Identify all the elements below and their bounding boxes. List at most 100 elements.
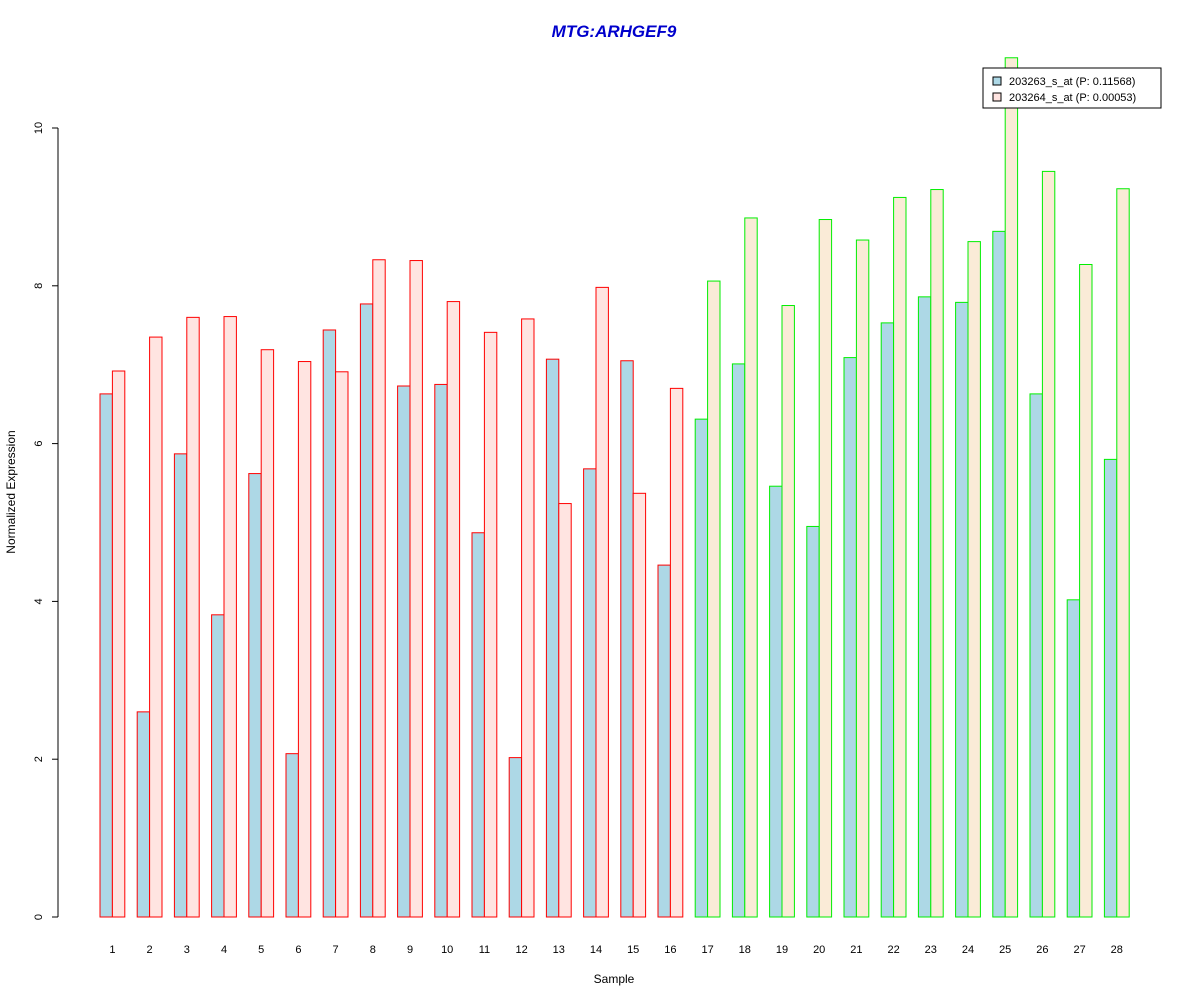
bar-series1-sample-22	[880, 322, 895, 918]
bar-series1-sample-14	[583, 468, 597, 918]
x-tick-label: 20	[813, 944, 825, 956]
bar-series1-sample-11	[471, 532, 485, 918]
bar-series1-sample-13	[545, 358, 560, 918]
bar-series1-sample-5	[248, 473, 262, 918]
chart-title: MTG:ARHGEF9	[552, 22, 677, 41]
bar-series1-sample-12	[508, 757, 523, 918]
bar-series1-sample-6	[285, 753, 299, 918]
bar-series1-sample-26	[1029, 393, 1043, 918]
legend-label: 203264_s_at (P: 0.00053)	[1009, 92, 1136, 104]
x-axis-label: Sample	[594, 972, 635, 986]
x-tick-label: 18	[739, 944, 751, 956]
bar-series1-sample-27	[1066, 599, 1081, 918]
x-tick-label: 7	[333, 944, 339, 956]
x-tick-label: 15	[627, 944, 639, 956]
legend-box	[982, 67, 1162, 109]
x-axis-tick-labels: 1 2 3 4 5 6 7 8 9 10 11 12 13 14 15 16 17 18 19 20 21 22 23 24 2…	[109, 944, 1123, 956]
x-tick-label: 12	[515, 944, 527, 956]
bar-series2-sample-13	[558, 503, 572, 918]
x-tick-label: 14	[590, 944, 602, 956]
bar-series1-sample-21	[843, 357, 857, 918]
y-tick-label: 10	[33, 122, 45, 134]
x-tick-label: 24	[962, 944, 974, 956]
x-tick-label: 9	[407, 944, 413, 956]
x-tick-label: 28	[1111, 944, 1123, 956]
x-tick-label: 4	[221, 944, 227, 956]
x-tick-label: 21	[850, 944, 862, 956]
x-tick-label: 1	[109, 944, 115, 956]
bar-series2-sample-8	[372, 259, 386, 918]
x-tick-label: 2	[147, 944, 153, 956]
bar-series1-sample-9	[397, 385, 411, 918]
x-tick-label: 6	[295, 944, 301, 956]
bar-series1-sample-17	[694, 418, 709, 918]
bar-series2-sample-26	[1041, 170, 1056, 918]
bar-series2-sample-7	[335, 371, 349, 918]
bar-series1-sample-15	[620, 360, 634, 918]
bar-series1-sample-23	[917, 296, 932, 918]
x-tick-label: 17	[701, 944, 713, 956]
x-tick-label: 26	[1036, 944, 1048, 956]
bar-series2-sample-11	[483, 331, 498, 918]
bar-series1-sample-24	[955, 301, 969, 918]
y-tick-label: 6	[33, 441, 45, 447]
y-axis: 0 2 4 6 8 10	[33, 122, 59, 920]
x-tick-label: 22	[887, 944, 899, 956]
bar-series2-sample-17	[707, 280, 721, 918]
legend: 203263_s_at (P: 0.11568) 203264_s_at (P: …	[982, 67, 1162, 109]
bar-series2-sample-18	[744, 217, 758, 918]
bar-series1-sample-28	[1103, 458, 1118, 918]
x-tick-label: 3	[184, 944, 190, 956]
bar-series1-sample-4	[211, 614, 225, 918]
bar-series2-sample-3	[186, 316, 200, 918]
x-tick-label: 23	[925, 944, 937, 956]
bar-series1-sample-18	[731, 363, 746, 918]
y-tick-label: 2	[33, 756, 45, 762]
x-tick-label: 19	[776, 944, 788, 956]
bar-series2-sample-19	[781, 305, 795, 918]
legend-swatch	[992, 92, 1002, 102]
x-tick-label: 8	[370, 944, 376, 956]
bar-series1-sample-16	[657, 564, 671, 918]
bar-series2-sample-2	[149, 336, 163, 918]
bar-series2-sample-14	[595, 286, 609, 918]
legend-label: 203263_s_at (P: 0.11568)	[1009, 76, 1135, 88]
bar-series2-sample-21	[855, 239, 870, 918]
bar-series1-sample-10	[434, 383, 448, 918]
bar-series1-sample-20	[806, 525, 820, 918]
bar-series2-sample-25	[1004, 57, 1019, 918]
bar-series2-sample-9	[409, 260, 423, 918]
bar-series2-sample-4	[223, 316, 237, 918]
bar-series2-sample-27	[1079, 263, 1093, 918]
bar-series2-sample-10	[446, 301, 461, 918]
bar-series2-sample-22	[893, 196, 907, 918]
bar-series1-sample-2	[136, 711, 151, 918]
bar-series1-sample-25	[992, 230, 1006, 918]
bar-series1-sample-19	[769, 485, 783, 918]
x-tick-label: 5	[258, 944, 264, 956]
bar-series2-sample-23	[930, 189, 944, 918]
bar-series2-sample-6	[297, 361, 312, 918]
bars-group	[99, 57, 1130, 918]
bar-series2-sample-28	[1116, 188, 1130, 918]
bar-series2-sample-20	[818, 219, 833, 918]
x-tick-label: 16	[664, 944, 676, 956]
bar-series1-sample-8	[359, 303, 374, 918]
bar-series1-sample-1	[99, 393, 113, 918]
bar-series2-sample-24	[967, 241, 981, 918]
y-tick-label: 8	[33, 283, 45, 289]
bar-series2-sample-15	[632, 492, 647, 918]
x-tick-label: 25	[999, 944, 1011, 956]
x-tick-label: 11	[479, 944, 490, 956]
bar-series1-sample-3	[173, 453, 188, 918]
y-tick-label: 4	[33, 598, 45, 604]
x-tick-label: 13	[553, 944, 565, 956]
bar-series2-sample-5	[260, 349, 275, 918]
bar-series2-sample-1	[111, 370, 126, 918]
x-tick-label: 27	[1073, 944, 1085, 956]
y-axis-label: Normalized Expression	[4, 430, 18, 553]
legend-swatch	[992, 76, 1002, 86]
bar-series2-sample-12	[521, 318, 535, 918]
